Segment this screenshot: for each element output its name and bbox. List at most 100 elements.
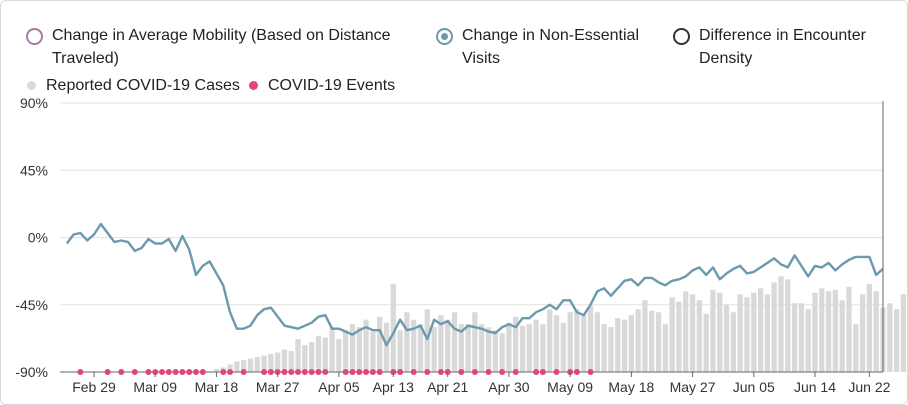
legend-mobility[interactable]: Change in Average Mobility (Based on Dis… (26, 24, 391, 70)
cases-bar (322, 337, 328, 372)
cases-bar (893, 309, 900, 372)
legend-cases-label: Reported COVID-19 Cases (46, 77, 240, 94)
cases-bar (683, 291, 689, 372)
cases-bar (900, 294, 907, 372)
cases-bar (839, 300, 845, 372)
event-dot (118, 369, 125, 375)
legend-cases[interactable]: Reported COVID-19 Cases (27, 74, 240, 97)
event-dot (471, 369, 478, 375)
cases-dot-icon (27, 81, 36, 90)
cases-bar (451, 312, 458, 372)
cases-bar (628, 315, 634, 372)
cases-bar (240, 360, 247, 372)
cases-bar (785, 279, 791, 372)
cases-bar (315, 336, 322, 372)
cases-bar (377, 316, 383, 372)
event-dot (533, 369, 540, 375)
cases-bar (411, 319, 417, 372)
cases-bar (254, 357, 260, 372)
legend-visits[interactable]: Change in Non-Essential Visits (436, 24, 639, 70)
cases-bar (771, 282, 777, 372)
cases-bar (492, 330, 498, 372)
cases-bar (819, 288, 825, 372)
legend-density-line2: Density (699, 50, 753, 67)
event-dot (288, 369, 295, 375)
cases-bar (757, 288, 764, 372)
cases-bar (281, 349, 288, 372)
y-tick-label: -45% (15, 297, 48, 313)
event-dot (349, 369, 356, 375)
cases-bar (778, 276, 784, 372)
event-dot (281, 369, 288, 375)
cases-bar (601, 324, 607, 372)
cases-bar (581, 315, 587, 372)
event-dot (356, 369, 363, 375)
cases-bar (472, 312, 478, 372)
event-dot (261, 369, 268, 375)
x-tick-label: Jun 14 (794, 379, 836, 395)
event-dot (553, 369, 560, 375)
cases-bar (519, 325, 526, 372)
cases-bar (547, 309, 553, 372)
y-tick-label: -90% (15, 364, 48, 380)
event-dot (77, 369, 84, 375)
cases-bar (764, 294, 771, 372)
legend-density[interactable]: Difference in Encounter Density (673, 24, 866, 70)
cases-bar (805, 309, 811, 372)
cases-bar (465, 324, 471, 372)
visits-radio-icon[interactable] (436, 28, 453, 45)
cases-bar (689, 294, 696, 372)
x-tick-label: Apr 05 (318, 379, 359, 395)
x-tick-label: May 09 (547, 379, 593, 395)
cases-bar (404, 312, 410, 372)
cases-bar (791, 303, 798, 372)
cases-bar (730, 312, 737, 372)
cases-bar (717, 292, 723, 372)
event-dot (104, 369, 111, 375)
cases-bar (533, 319, 539, 372)
cases-bar (574, 309, 580, 372)
cases-bar (356, 327, 362, 372)
legend-events-label: COVID-19 Events (268, 77, 396, 94)
x-tick-label: Jun 05 (733, 379, 775, 395)
cases-bar (302, 345, 308, 372)
density-radio-icon[interactable] (673, 28, 690, 45)
cases-bar (853, 324, 859, 372)
event-dot (485, 369, 492, 375)
event-dot (342, 369, 349, 375)
cases-bar (669, 297, 675, 372)
cases-bar (383, 322, 390, 372)
cases-bar (662, 324, 668, 372)
x-tick-label: Feb 29 (72, 379, 116, 395)
cases-bar (261, 355, 267, 372)
y-tick-label: 90% (20, 95, 48, 111)
cases-bar (608, 327, 614, 372)
event-dot (369, 369, 376, 375)
event-dot (145, 369, 152, 375)
cases-bar (751, 292, 757, 372)
cases-bar (213, 369, 220, 372)
cases-bar (812, 292, 818, 372)
cases-bar (309, 342, 315, 372)
cases-bar (615, 318, 621, 372)
x-tick-label: Jun 22 (848, 379, 890, 395)
cases-bar (479, 324, 485, 372)
cases-bar (247, 358, 254, 372)
event-dot (410, 369, 417, 375)
event-dot (315, 369, 322, 375)
y-tick-label: 45% (20, 162, 48, 178)
event-dot (159, 369, 166, 375)
cases-bar (866, 283, 873, 372)
event-dot (499, 369, 506, 375)
legend-events[interactable]: COVID-19 Events (249, 74, 395, 97)
cases-bar (710, 289, 716, 372)
event-dot (165, 369, 172, 375)
y-tick-label: 0% (28, 230, 48, 246)
event-dot (186, 369, 193, 375)
mobility-radio-icon[interactable] (26, 28, 43, 45)
x-tick-label: May 18 (608, 379, 654, 395)
event-dot (301, 369, 308, 375)
cases-bar (370, 331, 376, 372)
cases-bar (526, 324, 532, 372)
